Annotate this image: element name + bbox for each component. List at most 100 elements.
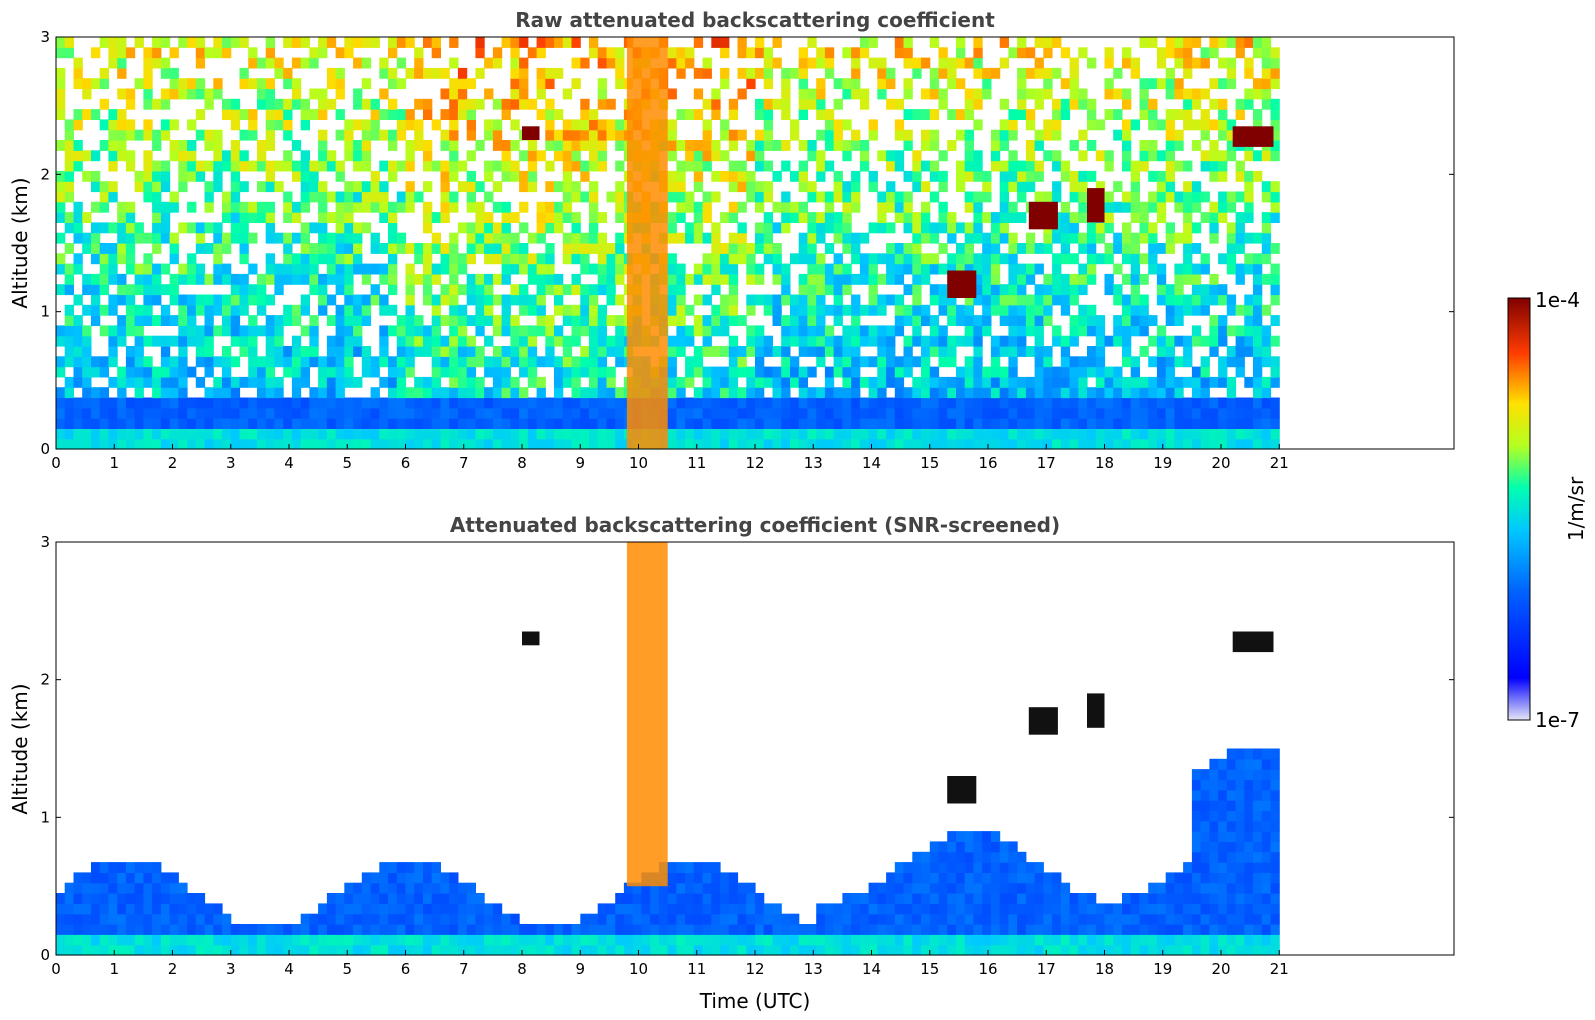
heatmap-cell [1060,397,1071,409]
heatmap-cell [423,67,433,79]
heatmap-cell [1069,407,1079,419]
heatmap-cell [842,273,852,285]
heatmap-cell [1078,201,1088,213]
heatmap-cell [597,284,607,296]
heatmap-cell [929,253,940,265]
heatmap-cell [580,98,590,110]
heatmap-cell [1008,325,1018,337]
heatmap-cell [466,893,476,904]
heatmap-cell [510,37,520,48]
heatmap-cell [571,376,581,388]
heatmap-cell [1104,407,1114,419]
heatmap-cell [903,397,913,409]
heatmap-cell [702,903,712,915]
heatmap-cell [763,67,773,79]
heatmap-cell [257,294,267,306]
heatmap-cell [947,232,957,244]
heatmap-cell [1235,913,1245,925]
heatmap-cell [91,438,101,450]
heatmap-cell [230,294,241,306]
heatmap-cell [257,924,267,935]
heatmap-cell [728,201,739,213]
heatmap-cell [440,903,450,915]
heatmap-cell [379,57,389,69]
heatmap-cell [999,903,1009,915]
heatmap-cell [134,170,144,182]
heatmap-cell [894,119,905,131]
heatmap-cell [990,851,1001,863]
heatmap-cell [562,191,573,203]
heatmap-cell [318,150,328,162]
heatmap-cell [1235,903,1245,915]
heatmap-cell [56,232,66,244]
heatmap-cell [379,67,389,79]
heatmap-cell [73,944,83,956]
heatmap-cell [990,243,1001,254]
heatmap-cell [886,903,896,915]
heatmap-cell [1191,944,1202,956]
heatmap-cell [300,222,310,234]
heatmap-cell [562,201,573,213]
heatmap-cell [990,67,1001,79]
heatmap-cell [833,212,843,223]
heatmap-cell [1078,356,1088,368]
heatmap-cell [108,47,118,59]
heatmap-cell [1174,356,1184,368]
heatmap-cell [589,407,599,419]
heatmap-cell [1218,934,1228,946]
heatmap-cell [589,47,599,59]
heatmap-cell [1043,944,1053,956]
heatmap-cell [606,903,616,915]
heatmap-cell [318,243,328,254]
heatmap-cell [545,201,555,213]
heatmap-cell [667,129,677,141]
heatmap-cell [414,315,424,326]
heatmap-cell [99,893,109,904]
heatmap-cell [318,191,328,203]
heatmap-cell [1122,924,1132,935]
heatmap-cell [1165,109,1175,120]
heatmap-cell [816,428,826,440]
heatmap-cell [868,294,878,306]
heatmap-cell [667,315,677,326]
heatmap-cell [388,201,398,213]
heatmap-cell [1043,407,1053,419]
heatmap-cell [388,109,398,120]
heatmap-cell [545,212,555,223]
heatmap-cell [431,47,441,59]
heatmap-cell [466,294,476,306]
heatmap-cell [798,284,808,296]
heatmap-cell [1174,893,1184,904]
cloud-mark [947,270,977,298]
heatmap-cell [388,140,398,151]
heatmap-cell [1235,98,1245,110]
heatmap-cell [396,934,407,946]
heatmap-cell [527,418,538,429]
heatmap-cell [379,191,389,203]
heatmap-cell [423,98,433,110]
heatmap-cell [755,944,765,956]
heatmap-cell [1156,325,1167,337]
heatmap-cell [1235,831,1245,842]
heatmap-cell [886,913,896,925]
heatmap-cell [283,37,293,48]
heatmap-cell [73,253,83,265]
heatmap-cell [501,407,511,419]
heatmap-cell [318,88,328,100]
heatmap-cell [440,263,450,275]
heatmap-cell [501,37,511,48]
heatmap-cell [82,346,92,357]
heatmap-cell [64,263,74,275]
heatmap-cell [545,335,555,347]
heatmap-cell [1069,315,1079,326]
heatmap-cell [693,356,704,368]
heatmap-cell [1174,304,1184,316]
heatmap-cell [396,325,407,337]
heatmap-cell [204,98,214,110]
heatmap-cell [501,438,511,450]
heatmap-cell [1174,397,1184,409]
heatmap-cell [685,232,695,244]
heatmap-cell [807,57,817,69]
heatmap-cell [99,924,109,935]
heatmap-cell [833,78,843,90]
